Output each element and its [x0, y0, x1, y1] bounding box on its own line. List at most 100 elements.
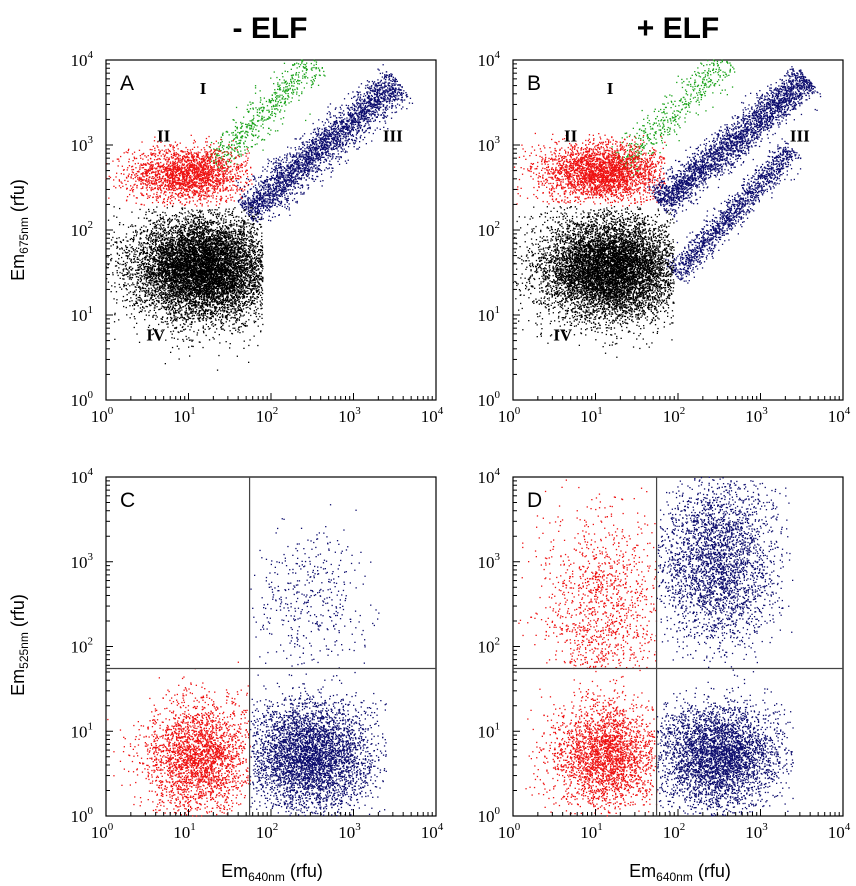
data-point: [170, 195, 172, 197]
data-point: [182, 163, 184, 165]
data-point: [246, 169, 248, 171]
data-point: [196, 170, 198, 173]
data-point: [314, 128, 316, 130]
data-point: [226, 176, 228, 178]
data-point: [198, 186, 201, 188]
data-point: [352, 121, 354, 123]
data-point: [219, 173, 221, 175]
data-point: [288, 173, 290, 175]
data-point: [285, 80, 287, 82]
data-point: [335, 119, 337, 122]
data-point: [215, 160, 217, 162]
data-point: [139, 176, 141, 178]
data-point: [230, 165, 232, 167]
data-point: [120, 187, 122, 189]
data-point: [168, 180, 171, 182]
data-point: [292, 165, 294, 167]
data-point: [220, 138, 222, 141]
data-point: [268, 99, 271, 101]
data-point: [177, 177, 179, 179]
data-point: [158, 169, 160, 171]
data-point: [378, 89, 380, 92]
data-point: [394, 78, 396, 81]
data-point: [157, 146, 159, 148]
data-point: [321, 148, 323, 150]
data-point: [225, 189, 227, 191]
data-point: [183, 204, 186, 206]
data-point: [236, 172, 238, 174]
data-point: [394, 84, 396, 86]
data-point: [366, 106, 369, 108]
data-point: [234, 148, 237, 150]
data-point: [156, 197, 158, 199]
data-point: [177, 194, 179, 196]
data-point: [293, 171, 296, 173]
data-point: [151, 168, 153, 170]
data-point: [155, 153, 157, 155]
data-point: [191, 182, 193, 184]
data-point: [314, 75, 316, 77]
data-point: [384, 74, 386, 76]
data-point: [317, 152, 319, 155]
data-point: [271, 202, 273, 204]
data-point: [267, 162, 269, 165]
data-point: [218, 164, 220, 166]
data-point: [286, 186, 289, 188]
data-point: [149, 170, 151, 172]
data-point: [214, 188, 216, 190]
data-point: [135, 167, 137, 169]
data-point: [185, 146, 187, 149]
data-point: [246, 162, 248, 164]
data-point: [176, 162, 178, 164]
data-point: [181, 185, 183, 188]
data-point: [214, 191, 216, 193]
data-point: [161, 184, 163, 186]
data-point: [205, 183, 207, 185]
data-point: [245, 206, 248, 208]
data-point: [166, 152, 168, 154]
data-point: [331, 131, 333, 133]
data-point: [150, 182, 153, 184]
data-point: [181, 179, 183, 181]
data-point: [157, 172, 159, 174]
data-point: [195, 192, 197, 194]
data-point: [370, 113, 372, 115]
data-point: [189, 197, 191, 199]
data-point: [311, 169, 313, 171]
data-point: [200, 180, 203, 182]
data-point: [206, 159, 209, 162]
data-point: [150, 180, 152, 182]
data-point: [233, 165, 235, 168]
data-point: [356, 132, 358, 134]
data-point: [147, 183, 149, 185]
data-point: [186, 161, 188, 163]
data-point: [283, 189, 285, 191]
data-point: [340, 114, 342, 116]
data-point: [151, 202, 154, 204]
data-point: [331, 158, 333, 160]
data-point: [142, 158, 144, 160]
data-point: [292, 64, 294, 66]
data-point: [331, 149, 333, 151]
data-point: [151, 183, 153, 185]
data-point: [204, 177, 207, 179]
data-point: [301, 165, 304, 167]
data-point: [353, 96, 355, 98]
data-point: [314, 60, 316, 62]
data-point: [239, 187, 241, 190]
data-point: [270, 188, 273, 190]
data-point: [294, 186, 296, 189]
data-point: [193, 178, 195, 180]
data-point: [211, 193, 214, 195]
data-point: [205, 137, 208, 140]
data-point: [134, 174, 136, 176]
data-point: [176, 179, 178, 181]
data-point: [191, 155, 193, 157]
data-point: [166, 181, 169, 184]
data-point: [188, 185, 191, 187]
data-point: [159, 180, 161, 183]
data-point: [306, 82, 308, 84]
data-point: [178, 196, 180, 198]
data-point: [290, 68, 292, 70]
data-point: [319, 70, 321, 72]
